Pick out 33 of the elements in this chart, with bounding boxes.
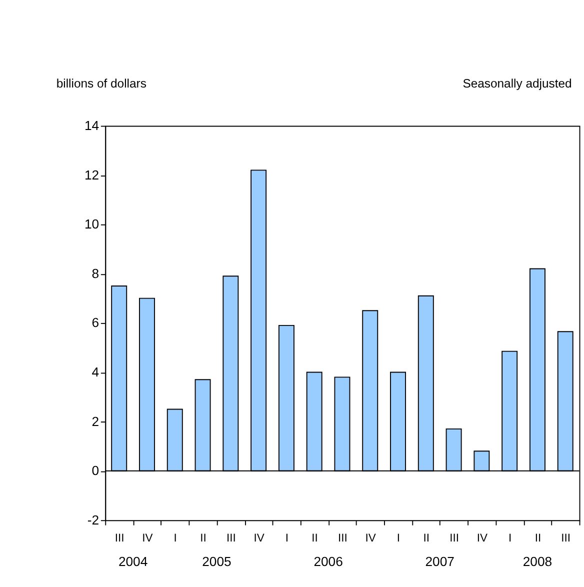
y-axis-title: billions of dollars: [56, 76, 146, 90]
y-tick-label: 6: [92, 315, 100, 330]
text: 2008: [522, 554, 552, 570]
y-tick-label: -2: [87, 512, 100, 528]
x-tick-label: I: [396, 532, 400, 544]
x-tick-label: I: [508, 532, 512, 544]
text: Seasonally adjusted: [462, 76, 572, 90]
y-tick-label: 4: [92, 364, 100, 380]
x-tick-label: III: [226, 532, 236, 544]
x-tick-label: III: [450, 532, 459, 544]
text: 2004: [118, 554, 148, 570]
y-tick-label: 10: [84, 216, 100, 232]
x-tick-label: II: [200, 532, 206, 544]
x-tick-label: I: [174, 532, 177, 544]
x-tick-label: II: [312, 532, 318, 544]
text: 2007: [425, 554, 454, 570]
x-tick-label: IV: [142, 532, 154, 544]
x-tick-label: IV: [476, 532, 488, 544]
text: 2006: [314, 554, 343, 570]
x-tick-label: IV: [365, 532, 376, 544]
x-tick-label: III: [338, 532, 348, 544]
x-tick-label: II: [423, 532, 430, 544]
x-tick-label: I: [285, 532, 288, 544]
x-tick-label: IV: [254, 532, 265, 544]
x-tick-label: II: [534, 532, 542, 544]
y-tick-label: 8: [92, 266, 100, 281]
y-tick-label: 0: [92, 463, 100, 478]
x-tick-label: III: [114, 532, 124, 544]
y-tick-label: 2: [92, 414, 100, 429]
text: 2005: [202, 554, 232, 570]
y-tick-label: 12: [84, 167, 100, 182]
y-tick-label: 14: [84, 118, 100, 134]
x-tick-label: III: [561, 532, 571, 544]
